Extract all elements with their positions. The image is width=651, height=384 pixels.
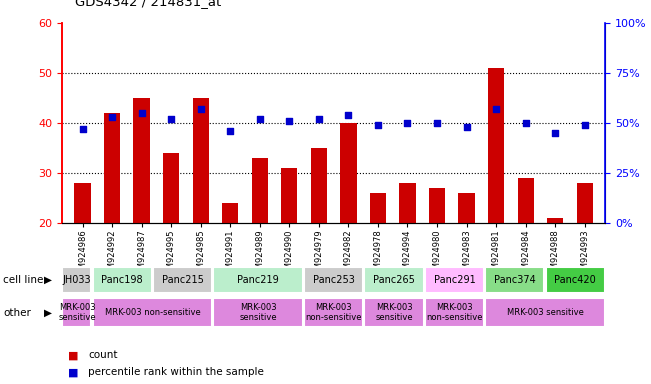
Bar <box>311 148 327 323</box>
Point <box>579 122 590 128</box>
Bar <box>340 123 357 323</box>
Text: Panc198: Panc198 <box>102 275 143 285</box>
Text: other: other <box>3 308 31 318</box>
Text: MRK-003
sensitive: MRK-003 sensitive <box>58 303 96 322</box>
Bar <box>547 218 563 323</box>
Text: cell line: cell line <box>3 275 44 285</box>
Point <box>284 118 294 124</box>
Bar <box>399 183 415 323</box>
Point <box>373 122 383 128</box>
Text: ▶: ▶ <box>44 308 52 318</box>
Point <box>107 114 117 120</box>
Bar <box>92 298 212 327</box>
Text: percentile rank within the sample: percentile rank within the sample <box>88 367 264 377</box>
Bar <box>153 267 212 293</box>
Point <box>166 116 176 122</box>
Text: MRK-003
non-sensitive: MRK-003 non-sensitive <box>305 303 362 322</box>
Bar <box>222 203 238 323</box>
Bar <box>214 298 303 327</box>
Bar <box>458 193 475 323</box>
Text: MRK-003
non-sensitive: MRK-003 non-sensitive <box>426 303 482 322</box>
Bar <box>485 267 544 293</box>
Point <box>520 120 531 126</box>
Bar <box>370 193 386 323</box>
Text: MRK-003 non-sensitive: MRK-003 non-sensitive <box>105 308 201 317</box>
Bar <box>281 168 298 323</box>
Text: ■: ■ <box>68 367 79 377</box>
Bar <box>304 267 363 293</box>
Text: Panc420: Panc420 <box>555 275 596 285</box>
Point <box>137 110 147 116</box>
Bar <box>163 153 179 323</box>
Text: MRK-003
sensitive: MRK-003 sensitive <box>240 303 277 322</box>
Bar <box>577 183 593 323</box>
Point <box>462 124 472 130</box>
Text: ▶: ▶ <box>44 275 52 285</box>
Bar <box>133 98 150 323</box>
Bar <box>546 267 605 293</box>
Bar <box>518 178 534 323</box>
Point <box>195 106 206 112</box>
Text: Panc265: Panc265 <box>373 275 415 285</box>
Text: Panc291: Panc291 <box>434 275 475 285</box>
Text: GDS4342 / 214831_at: GDS4342 / 214831_at <box>75 0 221 8</box>
Text: MRK-003 sensitive: MRK-003 sensitive <box>506 308 583 317</box>
Text: Panc374: Panc374 <box>494 275 536 285</box>
Bar <box>488 68 505 323</box>
Point <box>255 116 265 122</box>
Text: MRK-003
sensitive: MRK-003 sensitive <box>375 303 413 322</box>
Bar <box>365 267 424 293</box>
Text: Panc219: Panc219 <box>237 275 279 285</box>
Bar <box>193 98 209 323</box>
Point <box>432 120 442 126</box>
Point <box>491 106 501 112</box>
Point <box>225 128 236 134</box>
Point <box>314 116 324 122</box>
Bar <box>62 298 91 327</box>
Bar <box>429 188 445 323</box>
Text: JH033: JH033 <box>62 275 91 285</box>
Text: Panc253: Panc253 <box>312 275 355 285</box>
Bar <box>365 298 424 327</box>
Text: count: count <box>88 350 117 360</box>
Bar <box>425 267 484 293</box>
Bar <box>252 158 268 323</box>
Bar <box>62 267 91 293</box>
Text: ■: ■ <box>68 350 79 360</box>
Bar <box>74 183 90 323</box>
Bar <box>92 267 152 293</box>
Bar <box>214 267 303 293</box>
Point <box>402 120 413 126</box>
Bar <box>104 113 120 323</box>
Bar <box>485 298 605 327</box>
Text: Panc215: Panc215 <box>161 275 204 285</box>
Bar <box>304 298 363 327</box>
Point <box>550 130 561 136</box>
Bar <box>425 298 484 327</box>
Point <box>343 112 353 118</box>
Point <box>77 126 88 132</box>
